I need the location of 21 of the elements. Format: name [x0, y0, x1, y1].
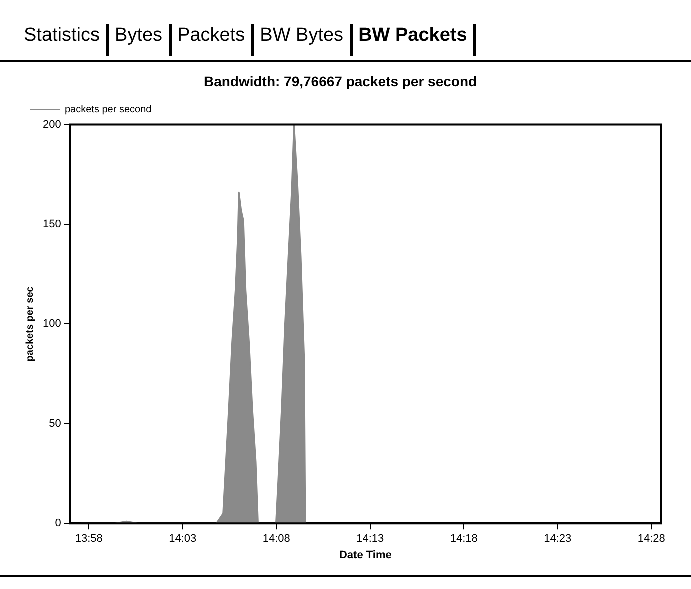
y-tick-label: 50	[49, 418, 62, 430]
text: Bytes	[109, 24, 172, 56]
text: Statistics	[18, 24, 110, 56]
x-tick-label: 13:58	[75, 533, 103, 546]
x-tick-label: 14:13	[356, 533, 384, 546]
text: Packets	[172, 24, 254, 56]
y-axis-title: packets per sec	[24, 286, 36, 362]
x-tick-label: 14:03	[169, 533, 197, 546]
chart-title: Bandwidth: 79,76667 packets per second	[204, 73, 478, 90]
x-axis-title: Date Time	[339, 549, 392, 562]
x-tick-label: 14:18	[450, 533, 478, 546]
y-tick-label: 200	[42, 118, 62, 131]
text: BW Bytes	[254, 24, 353, 56]
y-tick-label: 100	[42, 318, 62, 330]
legend-label: packets per second	[65, 104, 152, 116]
y-tick-label: 150	[42, 218, 62, 231]
x-tick-label: 14:28	[638, 533, 666, 546]
x-tick-label: 14:23	[544, 533, 572, 546]
text: BW Packets	[352, 24, 476, 56]
x-tick-label: 14:08	[262, 533, 290, 546]
y-tick-label: 0	[55, 518, 62, 530]
